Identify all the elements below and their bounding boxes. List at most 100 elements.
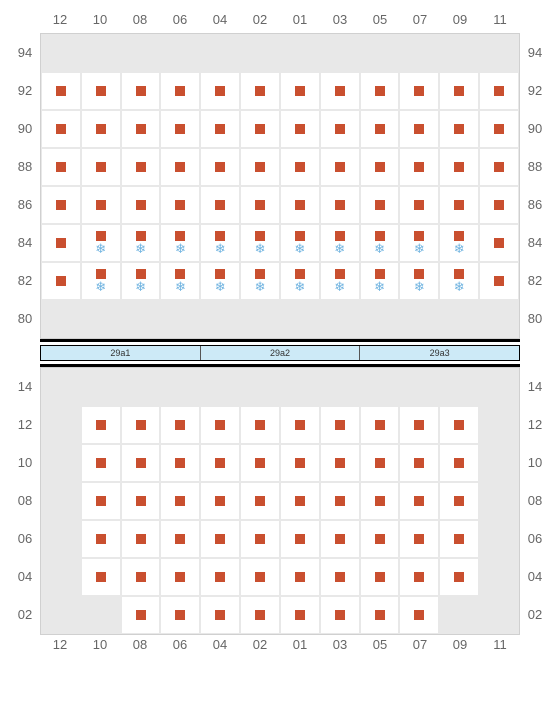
seat-cell[interactable]	[41, 72, 81, 110]
seat-cell[interactable]: ❄	[240, 224, 280, 262]
seat-cell[interactable]	[240, 482, 280, 520]
seat-cell[interactable]: ❄	[121, 262, 161, 300]
seat-cell[interactable]	[320, 558, 360, 596]
seat-cell[interactable]	[160, 110, 200, 148]
seat-cell[interactable]	[160, 72, 200, 110]
seat-cell[interactable]	[121, 520, 161, 558]
seat-cell[interactable]: ❄	[240, 262, 280, 300]
seat-cell[interactable]	[81, 110, 121, 148]
seat-cell[interactable]: ❄	[360, 224, 400, 262]
seat-cell[interactable]	[439, 148, 479, 186]
seat-cell[interactable]	[360, 110, 400, 148]
seat-cell[interactable]	[160, 558, 200, 596]
seat-cell[interactable]	[399, 72, 439, 110]
seat-cell[interactable]: ❄	[360, 262, 400, 300]
seat-cell[interactable]	[360, 148, 400, 186]
seat-cell[interactable]	[439, 72, 479, 110]
seat-cell[interactable]	[81, 72, 121, 110]
seat-cell[interactable]: ❄	[399, 262, 439, 300]
seat-cell[interactable]	[320, 110, 360, 148]
seat-cell[interactable]	[121, 148, 161, 186]
seat-cell[interactable]	[399, 482, 439, 520]
seat-cell[interactable]	[200, 520, 240, 558]
seat-cell[interactable]	[360, 444, 400, 482]
seat-cell[interactable]	[399, 148, 439, 186]
seat-cell[interactable]	[121, 596, 161, 634]
seat-cell[interactable]	[81, 482, 121, 520]
seat-cell[interactable]	[41, 262, 81, 300]
seat-cell[interactable]	[200, 482, 240, 520]
seat-cell[interactable]	[360, 186, 400, 224]
seat-cell[interactable]: ❄	[200, 224, 240, 262]
seat-cell[interactable]	[121, 444, 161, 482]
seat-cell[interactable]: ❄	[280, 262, 320, 300]
seat-cell[interactable]	[320, 596, 360, 634]
seat-cell[interactable]	[320, 72, 360, 110]
seat-cell[interactable]	[360, 72, 400, 110]
seat-cell[interactable]	[200, 444, 240, 482]
seat-cell[interactable]	[240, 110, 280, 148]
seat-cell[interactable]: ❄	[121, 224, 161, 262]
seat-cell[interactable]: ❄	[81, 224, 121, 262]
seat-cell[interactable]	[240, 444, 280, 482]
seat-cell[interactable]	[121, 186, 161, 224]
seat-cell[interactable]	[121, 406, 161, 444]
seat-cell[interactable]	[121, 558, 161, 596]
seat-cell[interactable]	[200, 596, 240, 634]
seat-cell[interactable]	[439, 444, 479, 482]
seat-cell[interactable]	[160, 596, 200, 634]
seat-cell[interactable]: ❄	[200, 262, 240, 300]
seat-cell[interactable]	[479, 72, 519, 110]
seat-cell[interactable]	[280, 110, 320, 148]
seat-cell[interactable]	[399, 110, 439, 148]
seat-cell[interactable]	[200, 110, 240, 148]
seat-cell[interactable]	[479, 110, 519, 148]
seat-cell[interactable]	[479, 148, 519, 186]
seat-cell[interactable]	[240, 596, 280, 634]
seat-cell[interactable]: ❄	[280, 224, 320, 262]
seat-cell[interactable]	[439, 482, 479, 520]
seat-cell[interactable]	[280, 444, 320, 482]
seat-cell[interactable]	[81, 148, 121, 186]
seat-cell[interactable]	[81, 186, 121, 224]
seat-cell[interactable]	[439, 110, 479, 148]
seat-cell[interactable]	[160, 186, 200, 224]
seat-cell[interactable]	[399, 186, 439, 224]
seat-cell[interactable]	[200, 406, 240, 444]
seat-cell[interactable]: ❄	[320, 224, 360, 262]
seat-cell[interactable]	[360, 520, 400, 558]
seat-cell[interactable]	[360, 482, 400, 520]
seat-cell[interactable]	[399, 558, 439, 596]
seat-cell[interactable]	[479, 224, 519, 262]
seat-cell[interactable]	[280, 520, 320, 558]
seat-cell[interactable]	[121, 482, 161, 520]
seat-cell[interactable]	[280, 482, 320, 520]
seat-cell[interactable]	[439, 520, 479, 558]
seat-cell[interactable]: ❄	[439, 224, 479, 262]
seat-cell[interactable]	[200, 148, 240, 186]
seat-cell[interactable]	[81, 520, 121, 558]
seat-cell[interactable]	[439, 186, 479, 224]
seat-cell[interactable]	[121, 72, 161, 110]
seat-cell[interactable]	[81, 558, 121, 596]
seat-cell[interactable]	[280, 72, 320, 110]
seat-cell[interactable]	[399, 444, 439, 482]
seat-cell[interactable]	[479, 186, 519, 224]
seat-cell[interactable]	[320, 482, 360, 520]
seat-cell[interactable]	[240, 186, 280, 224]
seat-cell[interactable]	[240, 72, 280, 110]
seat-cell[interactable]	[399, 406, 439, 444]
seat-cell[interactable]	[41, 148, 81, 186]
seat-cell[interactable]	[121, 110, 161, 148]
seat-cell[interactable]	[280, 148, 320, 186]
seat-cell[interactable]	[240, 558, 280, 596]
seat-cell[interactable]	[360, 406, 400, 444]
seat-cell[interactable]	[200, 186, 240, 224]
seat-cell[interactable]	[320, 406, 360, 444]
seat-cell[interactable]	[439, 558, 479, 596]
seat-cell[interactable]	[160, 482, 200, 520]
seat-cell[interactable]	[479, 262, 519, 300]
seat-cell[interactable]	[41, 110, 81, 148]
seat-cell[interactable]	[240, 520, 280, 558]
seat-cell[interactable]	[81, 406, 121, 444]
